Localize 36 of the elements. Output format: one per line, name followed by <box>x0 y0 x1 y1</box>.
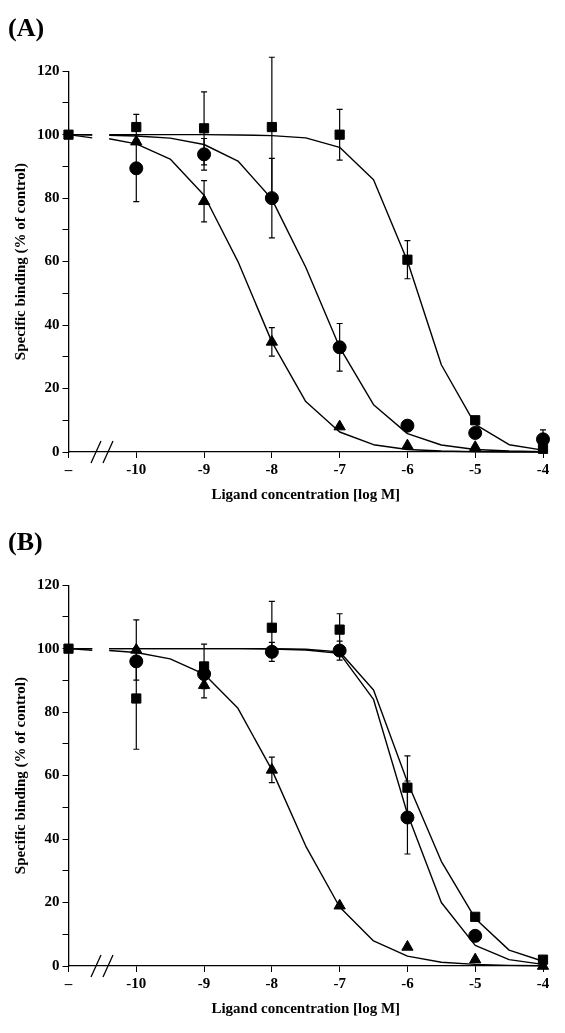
x-tick-label: -4 <box>536 974 550 991</box>
x-tick-label: – <box>63 460 73 477</box>
y-tick-label: 40 <box>44 829 60 846</box>
x-tick-label: -9 <box>197 974 211 991</box>
x-tick-label: -9 <box>197 460 211 477</box>
y-axis-title: Specific binding (% of control) <box>11 676 29 875</box>
x-axis-title: Ligand concentration [log M] <box>211 999 401 1016</box>
y-tick-label: 40 <box>44 315 60 332</box>
x-tick-label: -7 <box>333 460 347 477</box>
y-tick-label: 120 <box>37 576 60 593</box>
y-tick-label: 60 <box>44 766 60 783</box>
x-tick-label: -4 <box>536 460 550 477</box>
x-tick-label: -5 <box>468 974 482 991</box>
chart-title: (A) <box>8 13 45 43</box>
y-tick-label: 20 <box>44 893 60 910</box>
x-axis-title: Ligand concentration [log M] <box>211 485 401 502</box>
x-tick-label: -8 <box>265 974 279 991</box>
x-tick-label: -10 <box>126 974 147 991</box>
x-tick-label: -10 <box>126 460 147 477</box>
x-tick-label: -8 <box>265 460 279 477</box>
y-tick-label: 80 <box>44 189 60 206</box>
y-tick-label: 60 <box>44 252 60 269</box>
y-tick-label: 20 <box>44 379 60 396</box>
y-tick-label: 0 <box>52 442 60 459</box>
x-tick-label: -5 <box>468 460 482 477</box>
x-tick-label: -6 <box>401 974 415 991</box>
y-axis-title: Specific binding (% of control) <box>11 162 29 361</box>
y-tick-label: 0 <box>52 956 60 973</box>
y-tick-label: 120 <box>37 62 60 79</box>
chart-title: (B) <box>8 527 43 557</box>
x-tick-label: – <box>63 974 73 991</box>
y-tick-label: 100 <box>37 639 60 656</box>
y-tick-label: 80 <box>44 703 60 720</box>
x-tick-label: -6 <box>401 460 415 477</box>
x-tick-label: -7 <box>333 974 347 991</box>
y-tick-label: 100 <box>37 125 60 142</box>
